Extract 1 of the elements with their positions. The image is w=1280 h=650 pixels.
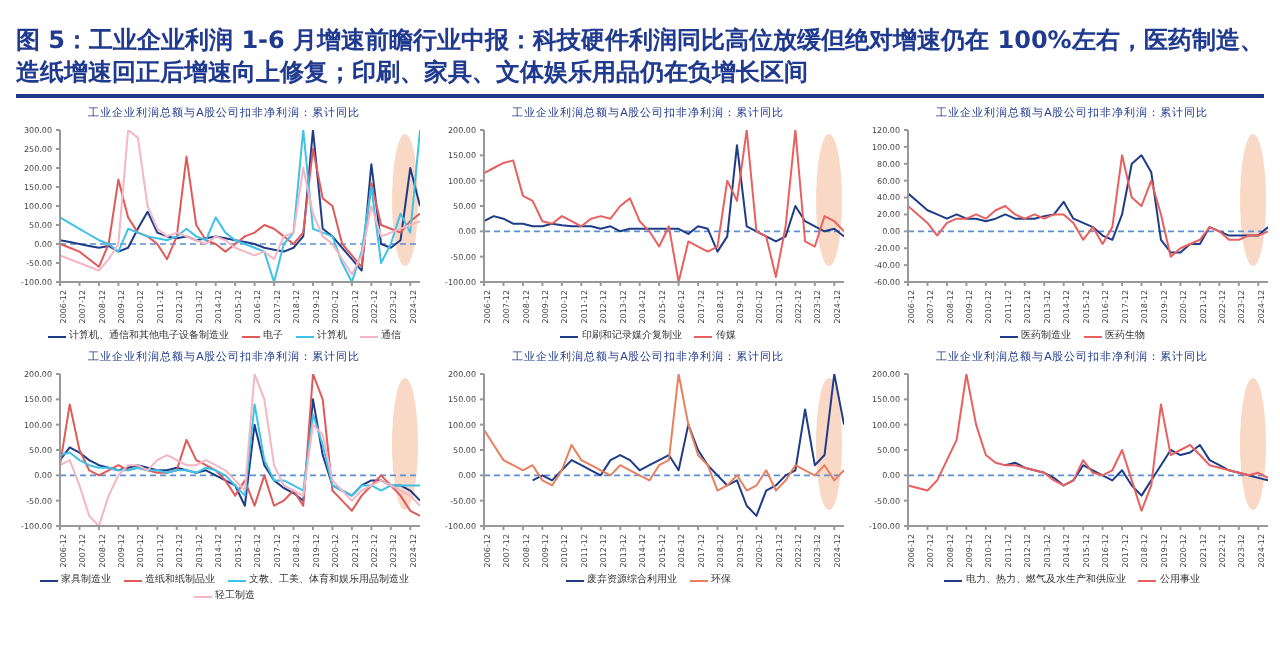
text: 图 5：工业企业利润 1-6 月增速前瞻行业中报：科技硬件利润同比高位放缓但绝对增速仍在 100%左右，医药制造、造纸增速回正后增速向上修复；印刷、家具、文体娱乐用品仍在负增长区间 [16, 24, 1264, 88]
